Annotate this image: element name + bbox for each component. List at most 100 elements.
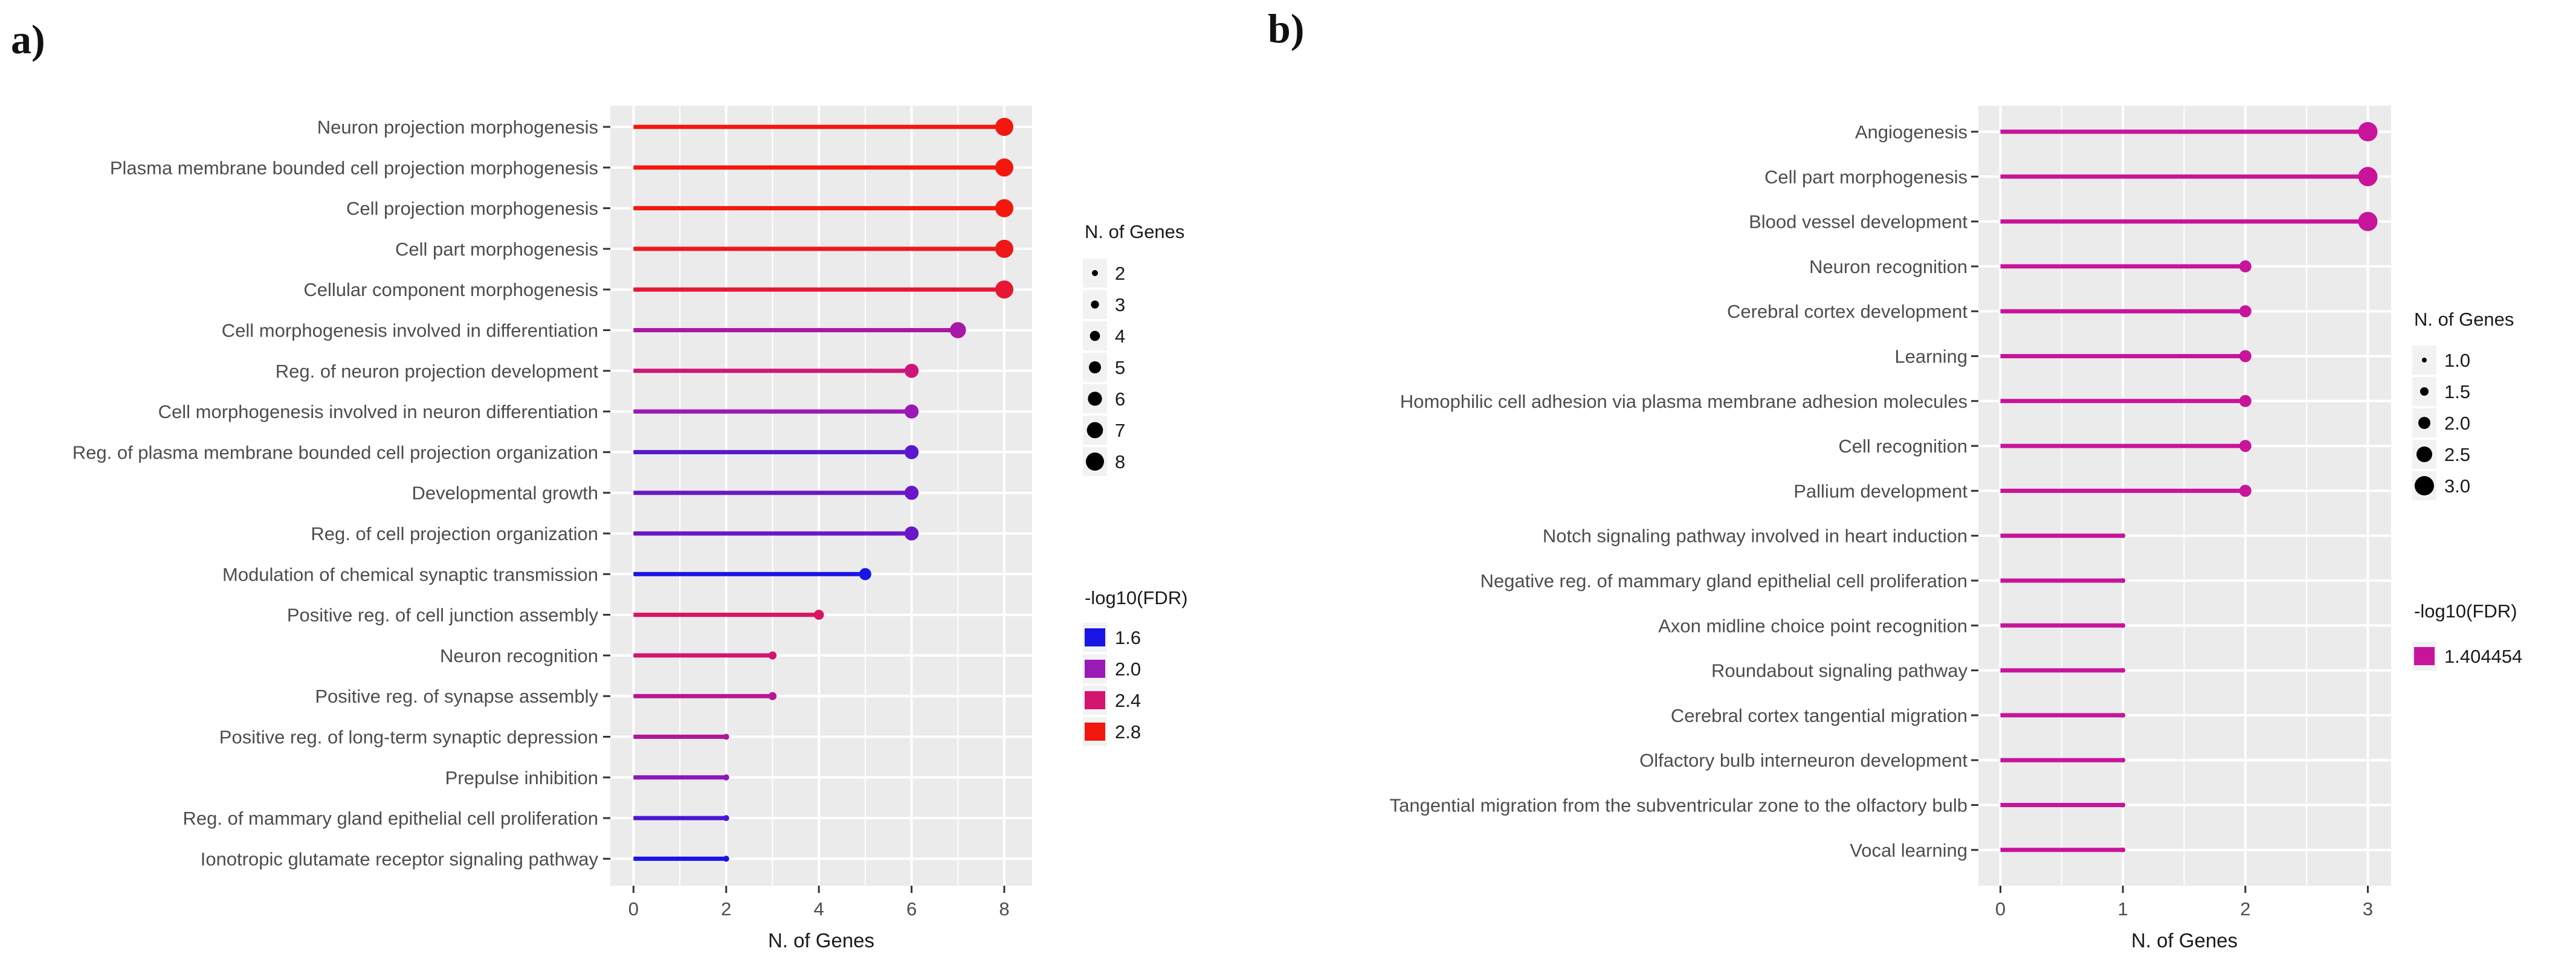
lollipop-point <box>2120 712 2126 718</box>
category-label: Cell projection morphogenesis <box>346 198 598 219</box>
category-label: Learning <box>1894 346 1968 367</box>
lollipop-point <box>2120 578 2126 583</box>
size-legend-label: 2.0 <box>2444 413 2470 434</box>
category-label: Reg. of mammary gland epithelial cell pr… <box>183 808 599 829</box>
panel-b-size-legend-keys: 1.0 1.5 2.0 2.5 3.0 <box>2412 346 2470 500</box>
lollipop-point <box>995 118 1013 136</box>
panel-a: a) Neuron projection morphogenesis Plasma… <box>11 16 1188 952</box>
size-legend-label: 1.5 <box>2444 381 2470 402</box>
lollipop-point <box>859 568 871 581</box>
category-label: Negative reg. of mammary gland epithelia… <box>1480 570 1968 591</box>
lollipop-point <box>949 322 966 338</box>
lollipop-point <box>904 404 919 419</box>
lollipop-point <box>2120 802 2126 808</box>
lollipop-point <box>995 199 1013 217</box>
category-label: Reg. of cell projection organization <box>311 523 598 544</box>
lollipop-point <box>904 364 919 378</box>
category-label: Vocal learning <box>1850 840 1968 861</box>
category-label: Prepulse inhibition <box>445 767 598 788</box>
category-label: Axon midline choice point recognition <box>1658 615 1968 636</box>
lollipop-point <box>768 692 777 700</box>
category-label: Reg. of neuron projection development <box>276 361 599 382</box>
lollipop-point <box>2239 395 2252 407</box>
category-label: Plasma membrane bounded cell projection … <box>110 157 598 178</box>
lollipop-point <box>2358 211 2378 231</box>
color-legend-swatch <box>1085 723 1105 741</box>
size-legend-dot <box>2415 476 2434 495</box>
lollipop-point <box>2120 533 2126 538</box>
panel-a-category-labels: Neuron projection morphogenesis Plasma me… <box>73 117 610 869</box>
x-tick-label: 3 <box>2363 898 2373 920</box>
x-tick-label: 0 <box>1995 898 2006 920</box>
size-legend-label: 7 <box>1115 420 1125 441</box>
panel-a-plot-background <box>610 106 1032 886</box>
panel-a-size-legend: N. of Genes 2 3 4 5 6 7 8 <box>1083 221 1184 476</box>
size-legend-dot <box>2422 358 2427 362</box>
category-label: Cell part morphogenesis <box>1764 166 1968 187</box>
category-label: Homophilic cell adhesion via plasma memb… <box>1400 391 1968 412</box>
panel-a-size-legend-keys: 2 3 4 5 6 7 8 <box>1083 259 1125 476</box>
panel-b-color-legend: -log10(FDR) 1.404454 <box>2412 601 2522 671</box>
category-label: Roundabout signaling pathway <box>1711 660 1968 681</box>
category-label: Notch signaling pathway involved in hear… <box>1543 526 1968 547</box>
size-legend-dot <box>1089 330 1100 341</box>
panel-a-x-axis-title: N. of Genes <box>768 929 874 952</box>
color-legend-label: 1.404454 <box>2444 646 2522 667</box>
size-legend-label: 5 <box>1115 357 1125 378</box>
category-label: Cellular component morphogenesis <box>303 279 598 300</box>
category-label: Neuron projection morphogenesis <box>317 117 598 138</box>
panel-b-color-legend-keys: 1.404454 <box>2412 642 2522 671</box>
lollipop-point <box>995 158 1013 177</box>
color-legend-label: 1.6 <box>1115 627 1141 648</box>
category-label: Pallium development <box>1793 480 1968 501</box>
category-label: Cell morphogenesis involved in different… <box>222 320 598 341</box>
size-legend-dot <box>2418 417 2430 429</box>
category-label: Neuron recognition <box>1809 256 1968 277</box>
color-legend-swatch <box>1085 691 1105 709</box>
category-label: Positive reg. of cell junction assembly <box>287 605 599 626</box>
x-tick-label: 4 <box>814 898 824 920</box>
category-label: Olfactory bulb interneuron development <box>1639 750 1968 771</box>
size-legend-label: 3 <box>1115 294 1125 315</box>
panel-b-lollipops <box>2000 122 2378 852</box>
lollipop-point <box>2358 122 2378 141</box>
category-label: Neuron recognition <box>440 645 598 666</box>
panel-a-x-ticks: 0 2 4 6 8 <box>628 886 1010 920</box>
lollipop-point <box>2239 305 2252 318</box>
panel-b: b) Angiogenesis Cell part morphogenesis Bl… <box>1268 5 2522 952</box>
size-legend-label: 2 <box>1115 263 1125 284</box>
category-label: Cell morphogenesis involved in neuron di… <box>158 401 598 422</box>
size-legend-dot <box>1086 453 1104 471</box>
size-legend-dot <box>2416 446 2432 462</box>
lollipop-point <box>2239 440 2252 453</box>
category-label: Modulation of chemical synaptic transmis… <box>222 564 598 585</box>
size-legend-label: 2.5 <box>2444 444 2470 465</box>
lollipop-point <box>723 815 729 822</box>
lollipop-point <box>2239 350 2252 362</box>
size-legend-label: 1.0 <box>2444 350 2470 371</box>
panel-b-plot-background <box>1978 106 2391 886</box>
color-legend-label: 2.0 <box>1115 659 1141 680</box>
panel-a-label: a) <box>11 16 45 62</box>
category-label: Developmental growth <box>412 483 598 504</box>
panel-b-x-ticks: 0 1 2 3 <box>1995 886 2373 920</box>
category-label: Cerebral cortex development <box>1727 301 1968 322</box>
lollipop-point <box>723 855 729 862</box>
panel-a-lollipops <box>633 118 1013 862</box>
lollipop-point <box>2358 167 2378 187</box>
size-legend-label: 4 <box>1115 326 1125 347</box>
color-legend-swatch <box>1085 660 1105 678</box>
lollipop-point <box>904 486 919 500</box>
lollipop-point <box>723 733 729 740</box>
panel-a-color-legend-title: -log10(FDR) <box>1085 587 1188 608</box>
size-legend-dot <box>1089 361 1101 373</box>
panel-b-size-legend-title: N. of Genes <box>2414 309 2514 330</box>
size-legend-dot <box>2420 387 2429 396</box>
x-tick-label: 6 <box>906 898 917 920</box>
category-label: Cell part morphogenesis <box>395 239 598 260</box>
lollipop-point <box>2120 758 2126 763</box>
lollipop-point <box>904 526 919 541</box>
lollipop-point <box>2120 847 2126 852</box>
panel-b-x-axis-title: N. of Genes <box>2131 929 2238 952</box>
